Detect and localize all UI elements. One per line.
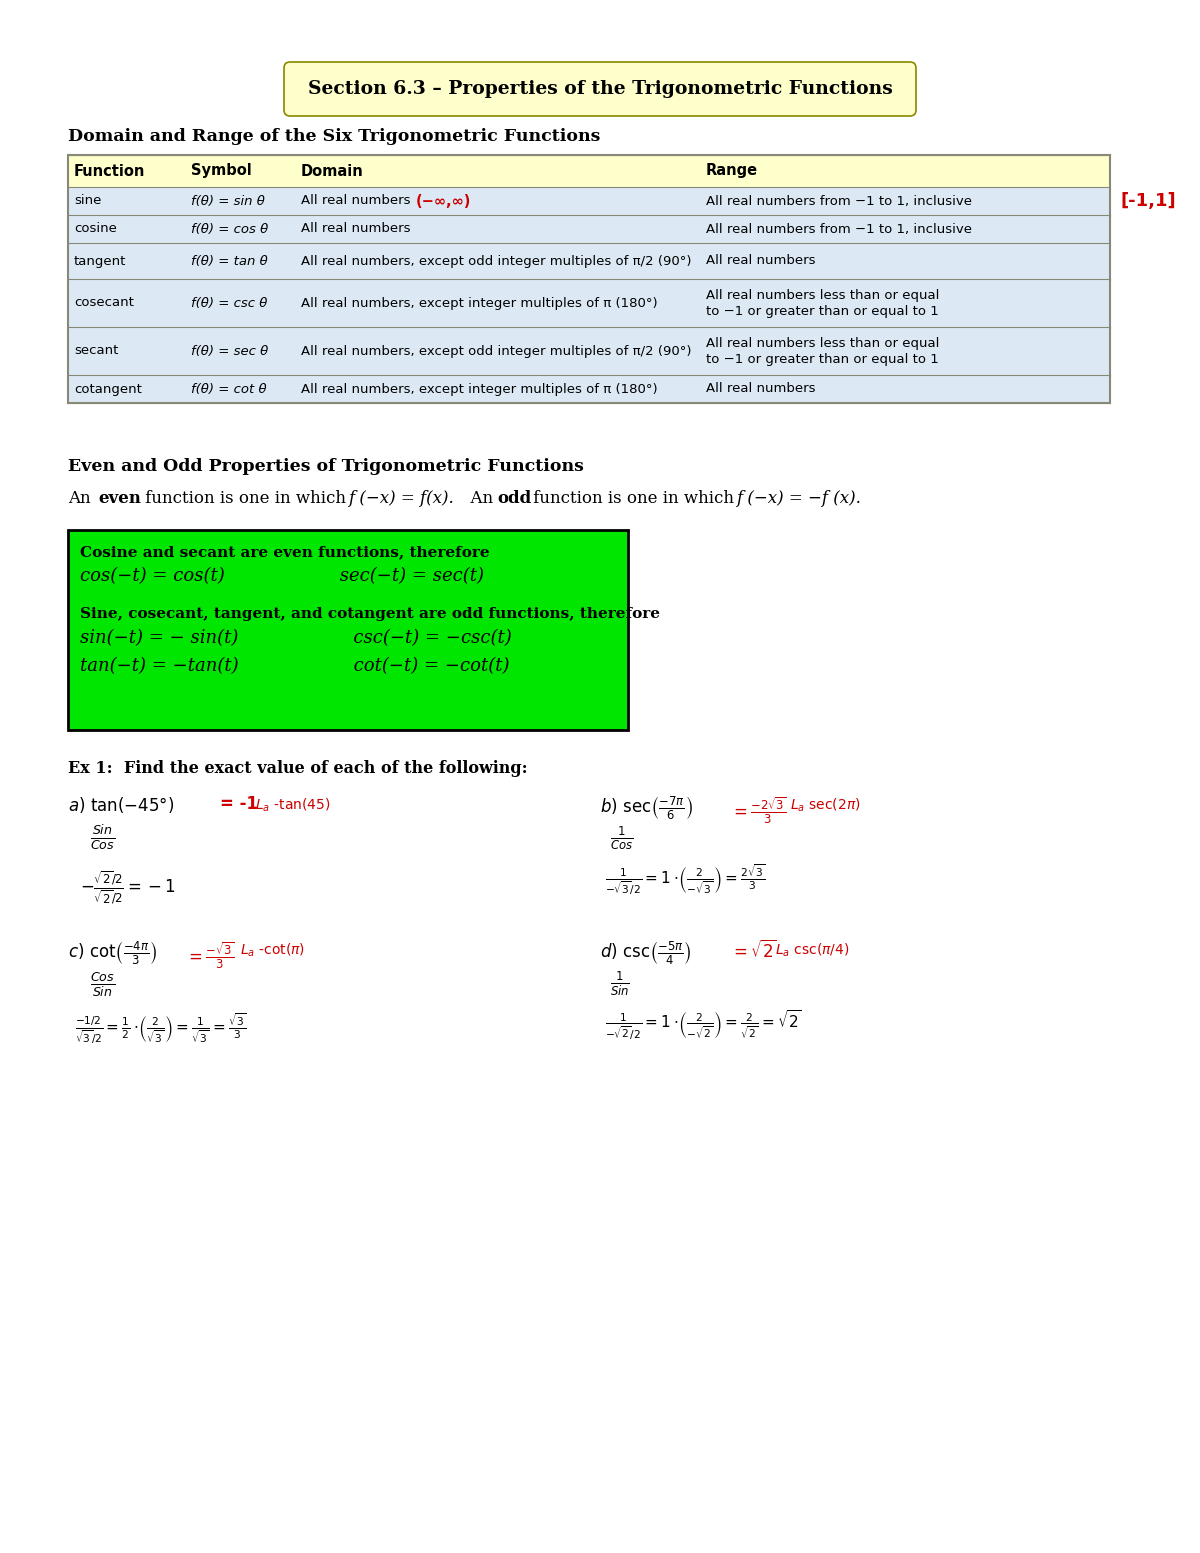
Text: Symbol: Symbol [191,163,252,179]
Text: f(θ) = cot θ: f(θ) = cot θ [191,382,266,396]
Text: $d)\ \csc\!\left(\frac{-5\pi}{4}\right)$: $d)\ \csc\!\left(\frac{-5\pi}{4}\right)$ [600,940,691,968]
Text: $L_a\ \text{csc}(\pi/4)$: $L_a\ \text{csc}(\pi/4)$ [775,943,850,960]
Text: All real numbers: All real numbers [301,222,410,236]
Bar [68,242,1110,280]
Text: $-\frac{\sqrt{2}/2}{\sqrt{2}/2} = -1$: $-\frac{\sqrt{2}/2}{\sqrt{2}/2} = -1$ [80,870,176,907]
Text: Ex 1:  Find the exact value of each of the following:: Ex 1: Find the exact value of each of th… [68,759,528,776]
Text: $= \sqrt{2}$: $= \sqrt{2}$ [730,940,776,961]
Text: function is one in which: function is one in which [140,491,352,506]
Text: f(θ) = csc θ: f(θ) = csc θ [191,297,268,309]
Text: (−∞,∞): (−∞,∞) [416,194,472,208]
Text: cos(−t) = cos(t)                    sec(−t) = sec(t): cos(−t) = cos(t) sec(−t) = sec(t) [80,567,484,585]
Text: All real numbers: All real numbers [706,382,816,396]
Text: function is one in which: function is one in which [528,491,739,506]
Text: All real numbers, except odd integer multiples of π/2 (90°): All real numbers, except odd integer mul… [301,345,691,357]
Text: cosine: cosine [74,222,116,236]
Text: All real numbers: All real numbers [706,255,816,267]
Text: $= \frac{-\sqrt{3}}{3}$: $= \frac{-\sqrt{3}}{3}$ [185,940,234,971]
Text: Even and Odd Properties of Trigonometric Functions: Even and Odd Properties of Trigonometric… [68,458,584,475]
Text: $\frac{1}{Cos}$: $\frac{1}{Cos}$ [610,825,634,853]
Bar [68,214,1110,242]
Text: All real numbers, except integer multiples of π (180°): All real numbers, except integer multipl… [301,382,658,396]
Text: $= \frac{-2\sqrt{3}}{3}$: $= \frac{-2\sqrt{3}}{3}$ [730,795,787,826]
Text: All real numbers, except odd integer multiples of π/2 (90°): All real numbers, except odd integer mul… [301,255,691,267]
Text: sine: sine [74,194,101,208]
Text: $\frac{1}{-\sqrt{2}/2} = 1\cdot\!\left(\frac{2}{-\sqrt{2}}\right) = \frac{2}{\sq: $\frac{1}{-\sqrt{2}/2} = 1\cdot\!\left(\… [605,1008,802,1042]
Text: $L_a\ \text{-cot}(\pi)$: $L_a\ \text{-cot}(\pi)$ [240,943,305,960]
Text: Domain and Range of the Six Trigonometric Functions: Domain and Range of the Six Trigonometri… [68,127,600,144]
Text: Sine, cosecant, tangent, and cotangent are odd functions, therefore: Sine, cosecant, tangent, and cotangent a… [80,607,660,621]
Text: All real numbers from −1 to 1, inclusive: All real numbers from −1 to 1, inclusive [706,194,972,208]
Text: $L_a\ \text{-tan(45)}$: $L_a\ \text{-tan(45)}$ [256,797,330,814]
Text: f(θ) = sec θ: f(θ) = sec θ [191,345,269,357]
Text: $L_a\ \text{sec}(2\pi)$: $L_a\ \text{sec}(2\pi)$ [790,797,860,814]
Text: = -1: = -1 [220,795,258,814]
Text: Range: Range [706,163,758,179]
Text: $\frac{1}{-\sqrt{3}/2} = 1\cdot\!\left(\frac{2}{-\sqrt{3}}\right) = \frac{2\sqrt: $\frac{1}{-\sqrt{3}/2} = 1\cdot\!\left(\… [605,863,766,898]
Bar [68,186,1110,214]
Bar [68,155,1110,186]
Text: odd: odd [497,491,532,506]
Text: f (−x) = −f (x).: f (−x) = −f (x). [736,491,860,506]
Bar [68,155,1110,402]
Text: An: An [68,491,96,506]
Bar [68,328,1110,374]
Text: All real numbers from −1 to 1, inclusive: All real numbers from −1 to 1, inclusive [706,222,972,236]
Text: All real numbers, except integer multiples of π (180°): All real numbers, except integer multipl… [301,297,658,309]
Text: $b)\ \sec\!\left(\frac{-7\pi}{6}\right)$: $b)\ \sec\!\left(\frac{-7\pi}{6}\right)$ [600,795,692,823]
Text: Domain: Domain [301,163,364,179]
Text: tangent: tangent [74,255,126,267]
Text: Function: Function [74,163,145,179]
Text: An: An [460,491,498,506]
Text: $\frac{-1/2}{\sqrt{3}/2} = \frac{1}{2}\cdot\!\left(\frac{2}{\sqrt{3}}\right) = \: $\frac{-1/2}{\sqrt{3}/2} = \frac{1}{2}\c… [74,1013,246,1047]
Text: $\frac{Cos}{Sin}$: $\frac{Cos}{Sin}$ [90,971,115,999]
Text: f(θ) = tan θ: f(θ) = tan θ [191,255,268,267]
Text: [-1,1]: [-1,1] [1120,193,1176,210]
Bar [68,280,1110,328]
Text: Cosine and secant are even functions, therefore: Cosine and secant are even functions, th… [80,545,490,559]
Text: Section 6.3 – Properties of the Trigonometric Functions: Section 6.3 – Properties of the Trigonom… [307,81,893,98]
Text: f (−x) = f(x).: f (−x) = f(x). [348,491,454,506]
Text: sin(−t) = − sin(t)                    csc(−t) = −csc(t): sin(−t) = − sin(t) csc(−t) = −csc(t) [80,629,511,648]
Text: $\frac{1}{Sin}$: $\frac{1}{Sin}$ [610,971,630,999]
Text: $c)\ \cot\!\left(\frac{-4\pi}{3}\right)$: $c)\ \cot\!\left(\frac{-4\pi}{3}\right)$ [68,940,157,968]
Text: cosecant: cosecant [74,297,134,309]
Bar [68,374,1110,402]
Text: secant: secant [74,345,119,357]
Text: tan(−t) = −tan(t)                    cot(−t) = −cot(t): tan(−t) = −tan(t) cot(−t) = −cot(t) [80,657,510,676]
Text: All real numbers less than or equal: All real numbers less than or equal [706,337,940,351]
Text: f(θ) = cos θ: f(θ) = cos θ [191,222,269,236]
Text: to −1 or greater than or equal to 1: to −1 or greater than or equal to 1 [706,353,938,365]
Text: to −1 or greater than or equal to 1: to −1 or greater than or equal to 1 [706,304,938,317]
Text: even: even [98,491,140,506]
FancyBboxPatch shape [68,530,628,730]
Text: All real numbers: All real numbers [301,194,419,208]
Text: cotangent: cotangent [74,382,142,396]
Text: $\frac{Sin}{Cos}$: $\frac{Sin}{Cos}$ [90,823,115,853]
Text: f(θ) = sin θ: f(θ) = sin θ [191,194,265,208]
Text: $a)\ \tan(-45°)$: $a)\ \tan(-45°)$ [68,795,174,815]
Text: All real numbers less than or equal: All real numbers less than or equal [706,289,940,303]
FancyBboxPatch shape [284,62,916,116]
